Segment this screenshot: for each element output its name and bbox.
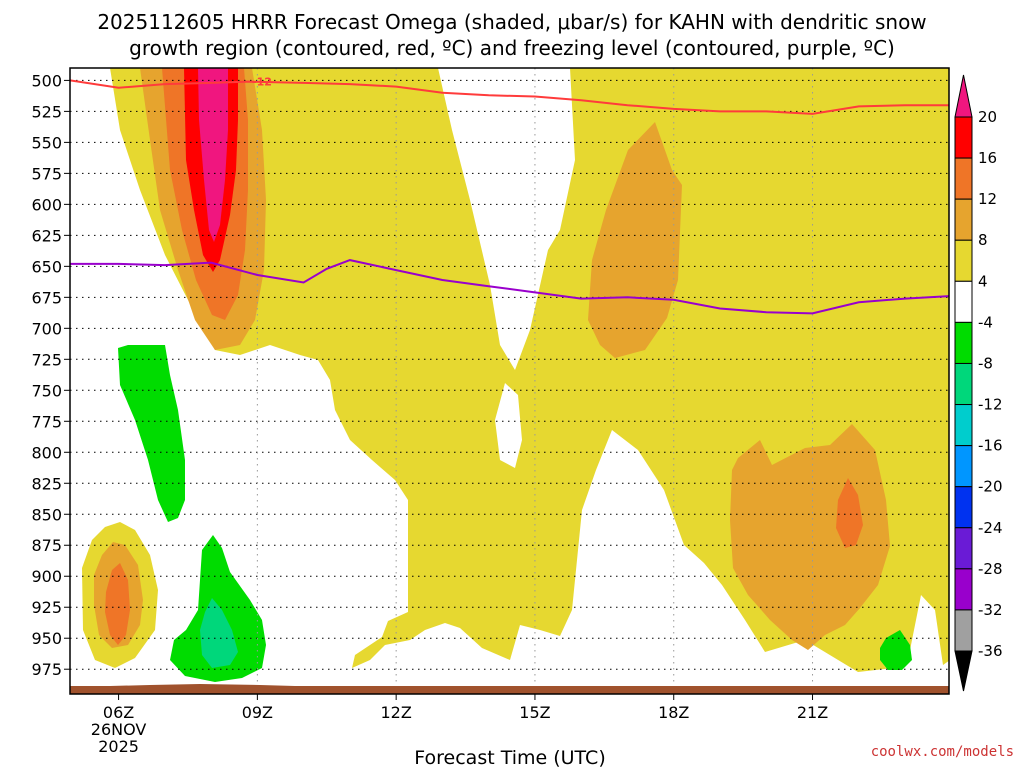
y-tick-label: 700	[31, 319, 62, 338]
x-tick-label: 09Z	[242, 703, 273, 722]
plot-area: -12	[70, 68, 949, 694]
dgz-contour-line	[70, 79, 949, 115]
omega-positive-12-16	[105, 563, 130, 645]
omega-negative-4-8	[118, 345, 185, 522]
colorbar-label: -16	[978, 437, 1003, 455]
y-tick-label: 675	[31, 288, 62, 307]
x-tick-label: 18Z	[658, 703, 689, 722]
y-tick-label: 875	[31, 536, 62, 555]
y-tick-label: 525	[31, 102, 62, 121]
colorbar-bottom-arrow	[954, 650, 973, 692]
colorbar-label: 16	[978, 149, 997, 167]
y-tick-label: 600	[31, 195, 62, 214]
colorbar-label: -28	[978, 560, 1003, 578]
y-tick-label: 725	[31, 350, 62, 369]
colorbar-label: 20	[978, 108, 997, 126]
y-tick-label: 575	[31, 164, 62, 183]
y-tick-label: 750	[31, 381, 62, 400]
colorbar-label: -20	[978, 478, 1003, 496]
y-tick-label: 900	[31, 567, 62, 586]
y-tick-label: 800	[31, 443, 62, 462]
omega-positive-4-8-upper-left	[240, 68, 340, 355]
colorbar-swatch	[954, 321, 973, 364]
dotted-grid	[70, 68, 949, 694]
freezing-level-line	[70, 259, 949, 315]
colorbar-swatch	[954, 568, 973, 611]
colorbar-label: -8	[978, 354, 993, 372]
y-axis: 500 525 550 575 600 625 650 675 700 725 750 775 800 8…	[31, 71, 70, 679]
x-tick-label: 12Z	[380, 703, 411, 722]
y-tick-label: 650	[31, 257, 62, 276]
colorbar-label: -32	[978, 601, 1003, 619]
chart-title-line-1: 2025112605 HRRR Forecast Omega (shaded, …	[97, 10, 926, 34]
colorbar-swatch	[954, 280, 973, 323]
x-tick-label: 2025	[98, 737, 139, 756]
y-tick-label: 975	[31, 660, 62, 679]
colorbar-label: 12	[978, 190, 997, 208]
colorbar-swatch	[954, 404, 973, 447]
x-tick-label: 06Z	[103, 703, 134, 722]
y-tick-label: 825	[31, 474, 62, 493]
colorbar-label: -12	[978, 396, 1003, 414]
colorbar-swatch	[954, 239, 973, 282]
colorbar-label: 8	[978, 231, 988, 249]
omega-negative-4-8	[880, 630, 912, 670]
plot-frame	[69, 67, 950, 695]
colorbar-swatch	[954, 486, 973, 529]
colorbar-label: -4	[978, 313, 993, 331]
x-axis-label: Forecast Time (UTC)	[414, 747, 605, 768]
colorbar: 20 16 12 8 4 -4 -8 -12 -16 -20 -24 -28 -32 -36	[954, 74, 1003, 692]
colorbar-swatch	[954, 198, 973, 241]
y-tick-label: 925	[31, 598, 62, 617]
y-tick-label: 850	[31, 505, 62, 524]
omega-negative-8-12	[200, 598, 238, 668]
credit-text: coolwx.com/models	[871, 744, 1014, 760]
colorbar-swatch	[954, 362, 973, 406]
chart-title-line-2: growth region (contoured, red, ºC) and f…	[129, 36, 895, 60]
omega-positive-8-12	[730, 424, 890, 650]
dgz-contour-label: -12	[252, 76, 272, 89]
y-tick-label: 625	[31, 226, 62, 245]
y-tick-label: 950	[31, 629, 62, 648]
y-tick-label: 550	[31, 133, 62, 152]
omega-positive-4-8-right-lobe	[888, 68, 949, 355]
colorbar-swatch	[954, 116, 973, 159]
colorbar-label: -24	[978, 519, 1003, 537]
terrain-surface	[70, 684, 949, 694]
colorbar-swatch	[954, 527, 973, 570]
colorbar-swatch	[954, 609, 973, 652]
omega-positive-12-16	[836, 478, 863, 548]
y-tick-label: 775	[31, 412, 62, 431]
colorbar-label: -36	[978, 642, 1003, 660]
colorbar-swatch	[954, 445, 973, 488]
x-tick-label: 21Z	[797, 703, 828, 722]
x-tick-label: 15Z	[519, 703, 550, 722]
y-tick-label: 500	[31, 71, 62, 90]
omega-shading	[82, 68, 949, 682]
colorbar-swatch	[954, 157, 973, 200]
colorbar-label: 4	[978, 272, 988, 290]
x-tick-label: 26NOV	[91, 720, 147, 739]
